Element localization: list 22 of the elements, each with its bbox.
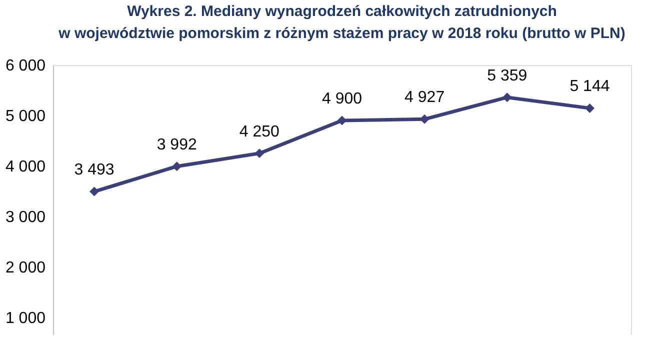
data-label: 3 992 <box>156 136 197 154</box>
y-tick-label: 1 000 <box>5 310 46 327</box>
y-tick-label: 2 000 <box>5 259 46 276</box>
text: Wykres 2. Mediany wynagrodzeń całkowitych zatrudnionych <box>127 3 557 20</box>
data-label: 4 900 <box>322 90 362 108</box>
point <box>502 92 512 102</box>
text: w województwie pomorskim z różnym stażem pracy w 2018 roku (brutto w PLN) <box>58 25 626 42</box>
data-label: 4 927 <box>404 89 445 106</box>
y-tick-label: 4 000 <box>5 158 46 176</box>
data-label: 5 359 <box>487 67 528 84</box>
data-label: 3 493 <box>74 162 114 179</box>
point <box>254 148 264 158</box>
point <box>172 162 182 172</box>
data-label: 5 144 <box>570 78 610 96</box>
data-label: 4 250 <box>239 123 280 140</box>
point <box>420 114 430 124</box>
point <box>90 186 100 196</box>
point <box>584 103 594 113</box>
y-tick-label: 5 000 <box>5 108 46 125</box>
point <box>337 116 347 126</box>
y-tick-label: 6 000 <box>5 58 46 74</box>
y-tick-label: 3 000 <box>5 208 46 226</box>
